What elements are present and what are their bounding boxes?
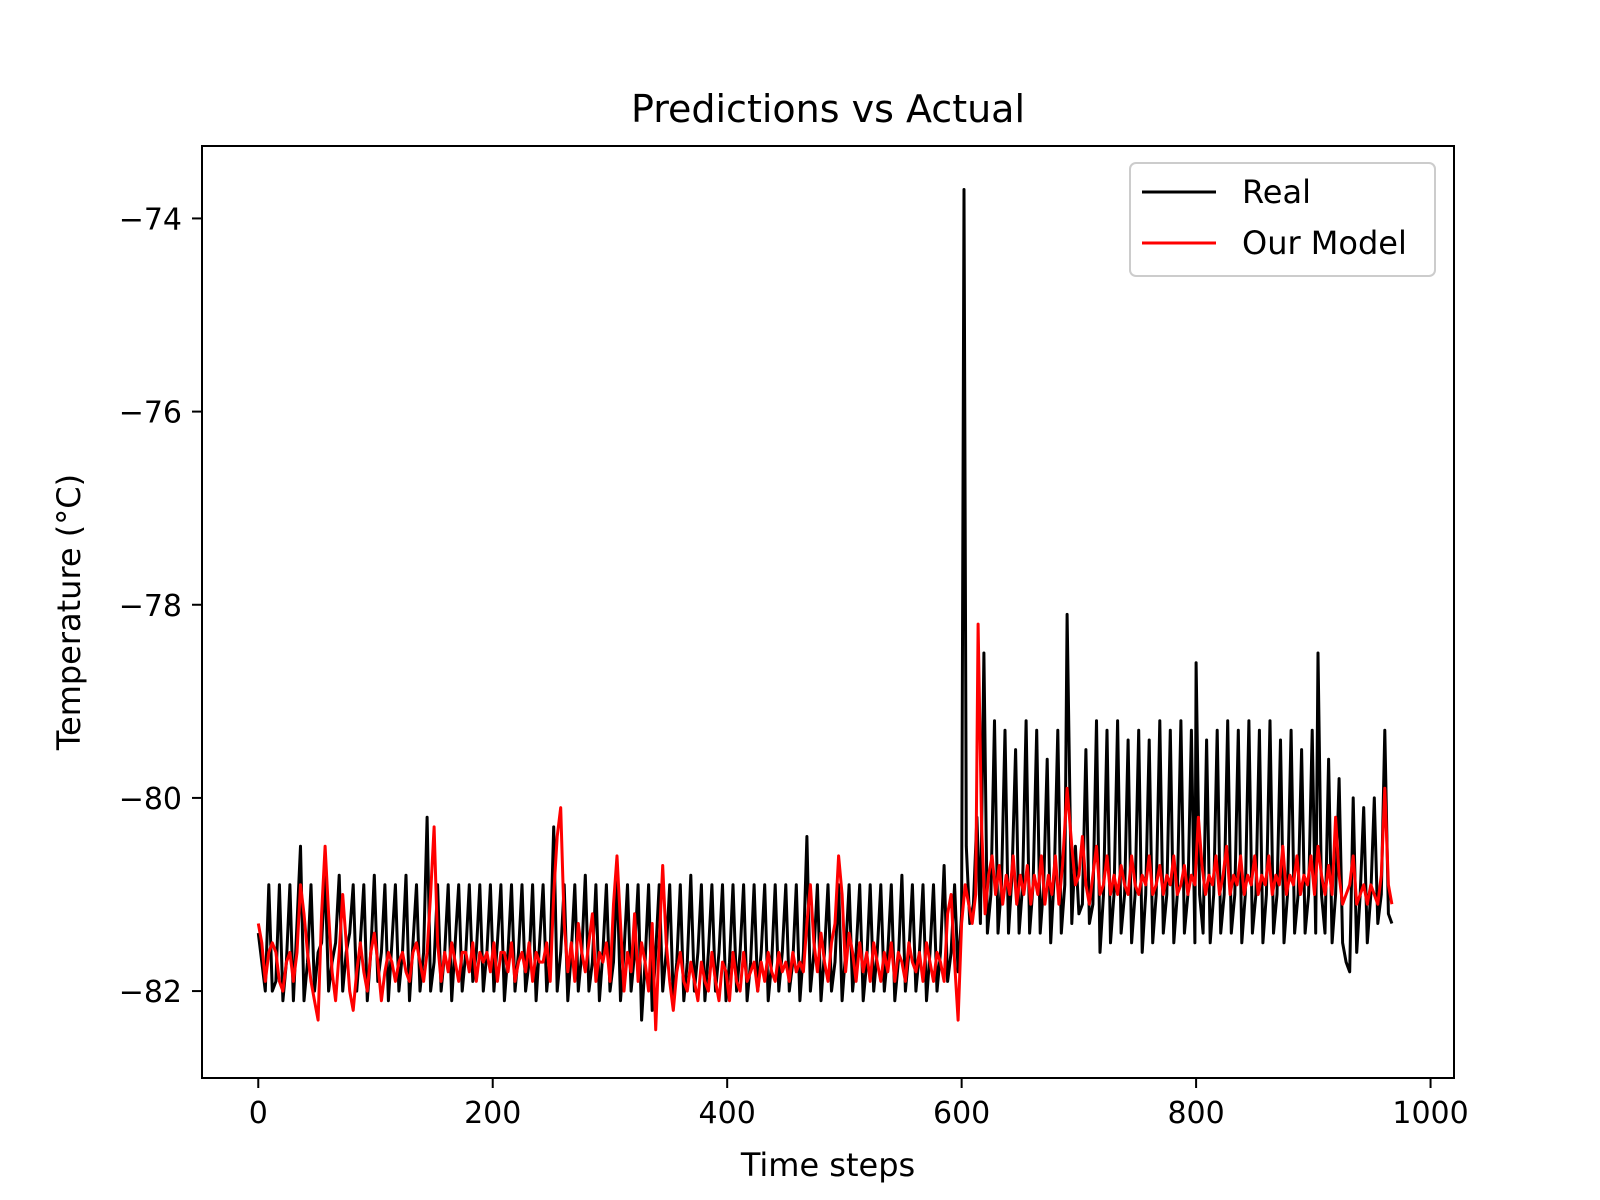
y-tick-label: −74	[119, 202, 182, 237]
x-tick-label: 800	[1167, 1096, 1224, 1131]
legend: Real Our Model	[1129, 162, 1436, 277]
plot-area-frame	[201, 145, 1455, 1079]
series-layer	[256, 188, 1394, 1032]
x-axis-title: Time steps	[740, 1146, 915, 1184]
legend-label-real: Real	[1242, 173, 1311, 211]
legend-label-our-model: Our Model	[1242, 224, 1407, 262]
x-tick-label: 600	[933, 1096, 990, 1131]
y-tick-label: −82	[119, 975, 182, 1010]
x-tick-label: 1000	[1392, 1096, 1468, 1131]
y-axis-ticks: −82 −80 −78 −76 −74	[119, 202, 202, 1010]
x-tick-label: 400	[699, 1096, 756, 1131]
y-tick-label: −78	[119, 589, 182, 624]
x-axis-ticks: 0 200 400 600 800 1000	[249, 1078, 1469, 1131]
x-tick-label: 200	[464, 1096, 521, 1131]
series-line-our-model	[256, 622, 1394, 1032]
y-tick-label: −76	[119, 396, 182, 431]
y-tick-label: −80	[119, 782, 182, 817]
series-line-real	[256, 188, 1394, 1022]
y-axis-title: Temperature (°C)	[50, 474, 88, 751]
chart-title: Predictions vs Actual	[631, 87, 1025, 131]
x-tick-label: 0	[249, 1096, 268, 1131]
